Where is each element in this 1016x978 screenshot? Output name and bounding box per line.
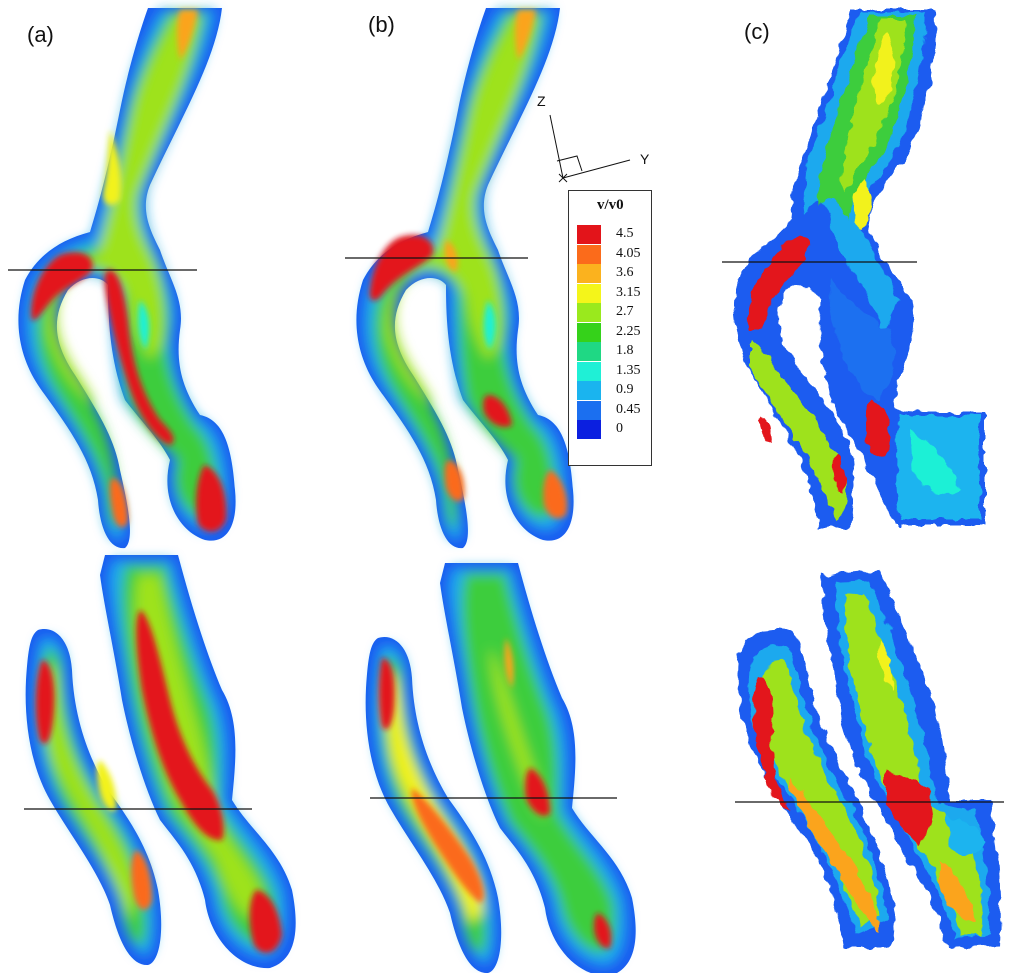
legend-row: 2.25	[569, 322, 653, 342]
legend-row: 4.05	[569, 244, 653, 264]
axis-label-y: Y	[640, 151, 650, 167]
legend-swatch	[577, 400, 601, 420]
legend-row: 2.7	[569, 303, 653, 322]
panel-label-b: (b)	[368, 12, 395, 37]
legend-value: 4.05	[616, 245, 641, 261]
legend-value: 3.15	[616, 284, 641, 300]
reference-lines	[8, 257, 1004, 810]
axis-triad	[549, 114, 631, 183]
panel-label-a: (a)	[27, 22, 54, 47]
legend-row: 1.35	[569, 361, 653, 381]
legend-swatch	[577, 361, 601, 381]
legend-swatch	[577, 244, 601, 264]
legend-value: 3.6	[616, 265, 634, 280]
panel-c-top	[734, 10, 985, 528]
color-legend: v/v0 4.5 4.05 3.6 3.15 2.7 2.25 1.8 1.35 0.9 0.45…	[568, 190, 652, 466]
axis-label-z: Z	[537, 93, 546, 109]
legend-value: 2.25	[616, 323, 641, 339]
legend-value: 0.9	[616, 382, 634, 397]
z-axis	[549, 114, 564, 179]
legend-swatch	[577, 381, 601, 400]
legend-value: 0	[616, 421, 623, 436]
x-axis-mark-2	[558, 173, 568, 183]
legend-value: 4.5	[616, 226, 634, 241]
legend-value: 1.8	[616, 343, 634, 358]
panel-a-bottom	[25, 555, 296, 969]
legend-swatch	[577, 283, 601, 303]
legend-swatch	[577, 322, 601, 342]
legend-row: 3.15	[569, 283, 653, 303]
legend-row: 0.45	[569, 400, 653, 420]
legend-row: 3.6	[569, 264, 653, 283]
legend-swatch	[577, 264, 601, 283]
legend-title: v/v0	[597, 197, 624, 213]
panel-b-bottom	[365, 563, 636, 977]
panel-b-top	[356, 8, 574, 549]
y-axis	[562, 159, 631, 179]
legend-value: 0.45	[616, 401, 641, 417]
legend-value: 2.7	[616, 304, 634, 319]
panel-a-top	[18, 8, 236, 549]
legend-swatch	[577, 303, 601, 322]
legend-row: 0	[569, 420, 653, 439]
legend-row: 1.8	[569, 342, 653, 361]
legend-value: 1.35	[616, 362, 641, 378]
legend-swatch	[577, 225, 601, 244]
legend-row: 4.5	[569, 225, 653, 244]
legend-swatch	[577, 420, 601, 439]
panel-label-c: (c)	[744, 19, 770, 44]
right-angle-mark	[556, 155, 583, 172]
legend-swatch	[577, 342, 601, 361]
panel-c-bottom	[737, 570, 1001, 948]
legend-row: 0.9	[569, 381, 653, 400]
